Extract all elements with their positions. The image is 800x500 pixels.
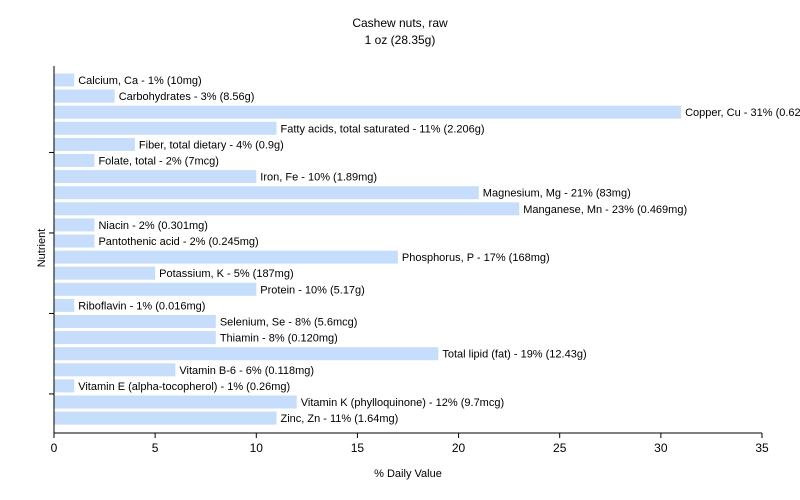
- bar-label: Potassium, K - 5% (187mg): [159, 268, 294, 280]
- bar-label: Riboflavin - 1% (0.016mg): [78, 300, 205, 312]
- bar: [54, 186, 479, 200]
- bar: [54, 395, 297, 409]
- chart-title: Cashew nuts, raw: [352, 16, 448, 30]
- bar-label: Folate, total - 2% (7mcg): [98, 156, 218, 168]
- bar: [54, 202, 520, 216]
- bar-label: Phosphorus, P - 17% (168mg): [402, 252, 550, 264]
- bar-label: Manganese, Mn - 23% (0.469mg): [523, 204, 687, 216]
- bar: [54, 363, 176, 377]
- x-tick-label: 5: [152, 441, 159, 455]
- bar-label: Vitamin K (phylloquinone) - 12% (9.7mcg): [301, 397, 504, 409]
- bar: [54, 154, 95, 167]
- bar-label: Fatty acids, total saturated - 11% (2.20…: [281, 123, 485, 135]
- bars-group: Calcium, Ca - 1% (10mg) Carbohydrates - 3…: [54, 73, 800, 425]
- bar-label: Vitamin E (alpha-tocopherol) - 1% (0.26m…: [78, 381, 290, 393]
- bar: [54, 379, 75, 393]
- x-tick-label: 10: [250, 441, 264, 455]
- bar-label: Carbohydrates - 3% (8.56g): [119, 91, 255, 103]
- bar: [54, 137, 135, 151]
- bar: [54, 73, 75, 87]
- bar-label: Protein - 10% (5.17g): [260, 284, 365, 296]
- bar-label: Selenium, Se - 8% (5.6mcg): [220, 317, 358, 329]
- y-axis-title: Nutrient: [36, 229, 48, 268]
- bar-label: Thiamin - 8% (0.120mg): [220, 333, 338, 345]
- bar-label: Niacin - 2% (0.301mg): [98, 220, 207, 232]
- bar: [54, 89, 115, 103]
- bar-label: Fiber, total dietary - 4% (0.9g): [139, 139, 284, 151]
- bar: [54, 250, 398, 264]
- x-tick-label: 30: [654, 441, 668, 455]
- bar-label: Calcium, Ca - 1% (10mg): [78, 75, 201, 87]
- x-tick-label: 25: [553, 441, 567, 455]
- x-tick-label: 35: [755, 441, 769, 455]
- bar-label: Copper, Cu - 31% (0.622mg): [685, 107, 800, 119]
- bar: [54, 266, 156, 280]
- bar-label: Iron, Fe - 10% (1.89mg): [260, 172, 377, 184]
- bar: [54, 121, 277, 135]
- bar-label: Vitamin B-6 - 6% (0.118mg): [179, 365, 314, 377]
- bar-label: Total lipid (fat) - 19% (12.43g): [442, 349, 586, 361]
- x-tick-label: 0: [51, 441, 58, 455]
- bar: [54, 298, 75, 312]
- bar: [54, 170, 257, 184]
- x-tick-label: 20: [452, 441, 466, 455]
- bar-label: Zinc, Zn - 11% (1.64mg): [281, 413, 399, 425]
- bar-label: Pantothenic acid - 2% (0.245mg): [98, 236, 258, 248]
- axes-group: 0 5 10 15 20 25 30 35: [49, 66, 769, 455]
- bar: [54, 234, 95, 248]
- bar-label: Magnesium, Mg - 21% (83mg): [483, 188, 631, 200]
- bar: [54, 282, 257, 296]
- bar: [54, 411, 277, 425]
- chart-subtitle: 1 oz (28.35g): [364, 33, 436, 47]
- bar: [54, 218, 95, 232]
- bar: [54, 331, 216, 345]
- x-axis-title: % Daily Value: [374, 468, 442, 480]
- bar: [54, 347, 439, 361]
- x-tick-label: 15: [351, 441, 365, 455]
- bar: [54, 315, 216, 328]
- bar: [54, 105, 682, 119]
